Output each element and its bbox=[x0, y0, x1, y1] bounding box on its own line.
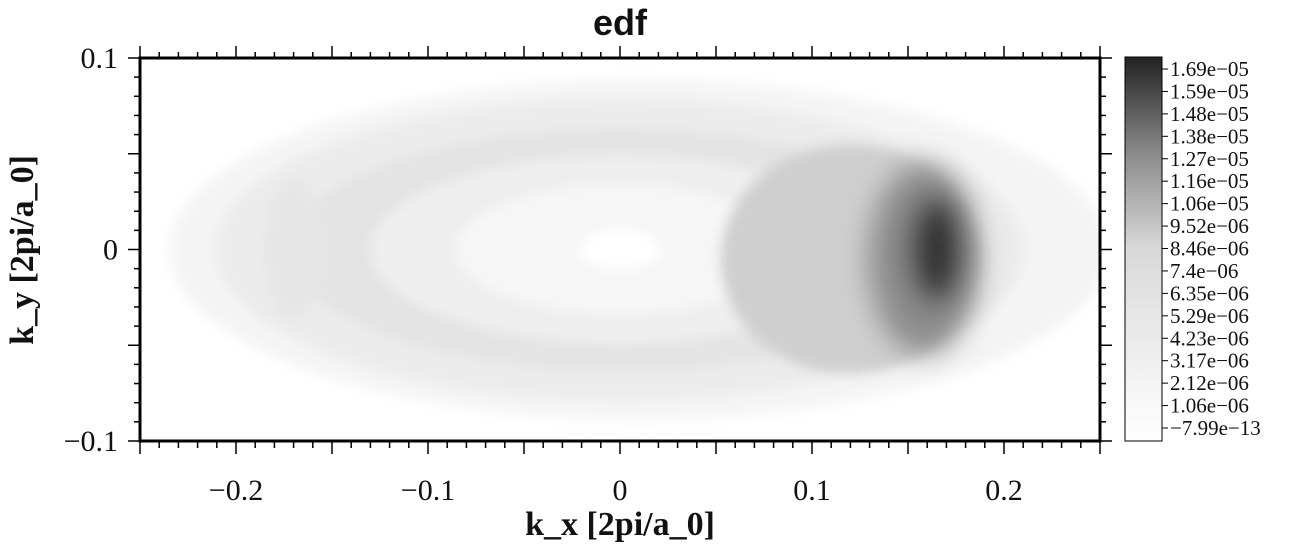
colorbar-label: 8.46e−06 bbox=[1170, 237, 1249, 261]
x-tick-label: −0.2 bbox=[209, 474, 263, 507]
colorbar-label: 4.23e−06 bbox=[1170, 326, 1249, 350]
chart-title: edf bbox=[593, 2, 647, 43]
heat-peak bbox=[908, 194, 965, 305]
colorbar-label: 9.52e−06 bbox=[1170, 214, 1249, 238]
heatmap-field bbox=[169, 79, 1100, 420]
x-axis-label: k_x [2pi/a_0] bbox=[525, 506, 715, 543]
colorbar-label: 1.38e−05 bbox=[1170, 124, 1249, 148]
plot-frame bbox=[138, 56, 1102, 443]
colorbar-label: 1.16e−05 bbox=[1170, 169, 1249, 193]
y-axis-ticks: 0.1 0 −0.1 bbox=[64, 42, 1112, 458]
y-tick-label: 0.1 bbox=[81, 42, 119, 75]
colorbar-label: 2.12e−06 bbox=[1170, 371, 1249, 395]
x-axis-ticks: −0.2 −0.1 0 0.1 0.2 bbox=[139, 46, 1101, 507]
x-tick-label: 0.1 bbox=[793, 474, 831, 507]
colorbar bbox=[1124, 56, 1163, 442]
x-tick-label: 0 bbox=[613, 474, 628, 507]
x-tick-label: −0.1 bbox=[401, 474, 455, 507]
colorbar-label: 1.69e−05 bbox=[1170, 57, 1249, 81]
colorbar-labels: 1.69e−051.59e−051.48e−051.38e−051.27e−05… bbox=[1162, 57, 1261, 440]
colorbar-label: −7.99e−13 bbox=[1170, 416, 1261, 440]
colorbar-label: 1.06e−06 bbox=[1170, 394, 1249, 418]
colorbar-label: 1.06e−05 bbox=[1170, 192, 1249, 216]
colorbar-label: 7.4e−06 bbox=[1170, 259, 1238, 283]
heat-center-minimum bbox=[580, 229, 660, 270]
x-tick-label: 0.2 bbox=[985, 474, 1023, 507]
colorbar-label: 3.17e−06 bbox=[1170, 349, 1249, 373]
colorbar-label: 5.29e−06 bbox=[1170, 304, 1249, 328]
colorbar-label: 1.48e−05 bbox=[1170, 102, 1249, 126]
y-tick-label: 0 bbox=[103, 234, 118, 267]
colorbar-label: 1.59e−05 bbox=[1170, 79, 1249, 103]
y-tick-label: −0.1 bbox=[64, 425, 118, 458]
colorbar-label: 6.35e−06 bbox=[1170, 281, 1249, 305]
heat-left-ridge bbox=[263, 179, 324, 320]
colorbar-label: 1.27e−05 bbox=[1170, 147, 1249, 171]
